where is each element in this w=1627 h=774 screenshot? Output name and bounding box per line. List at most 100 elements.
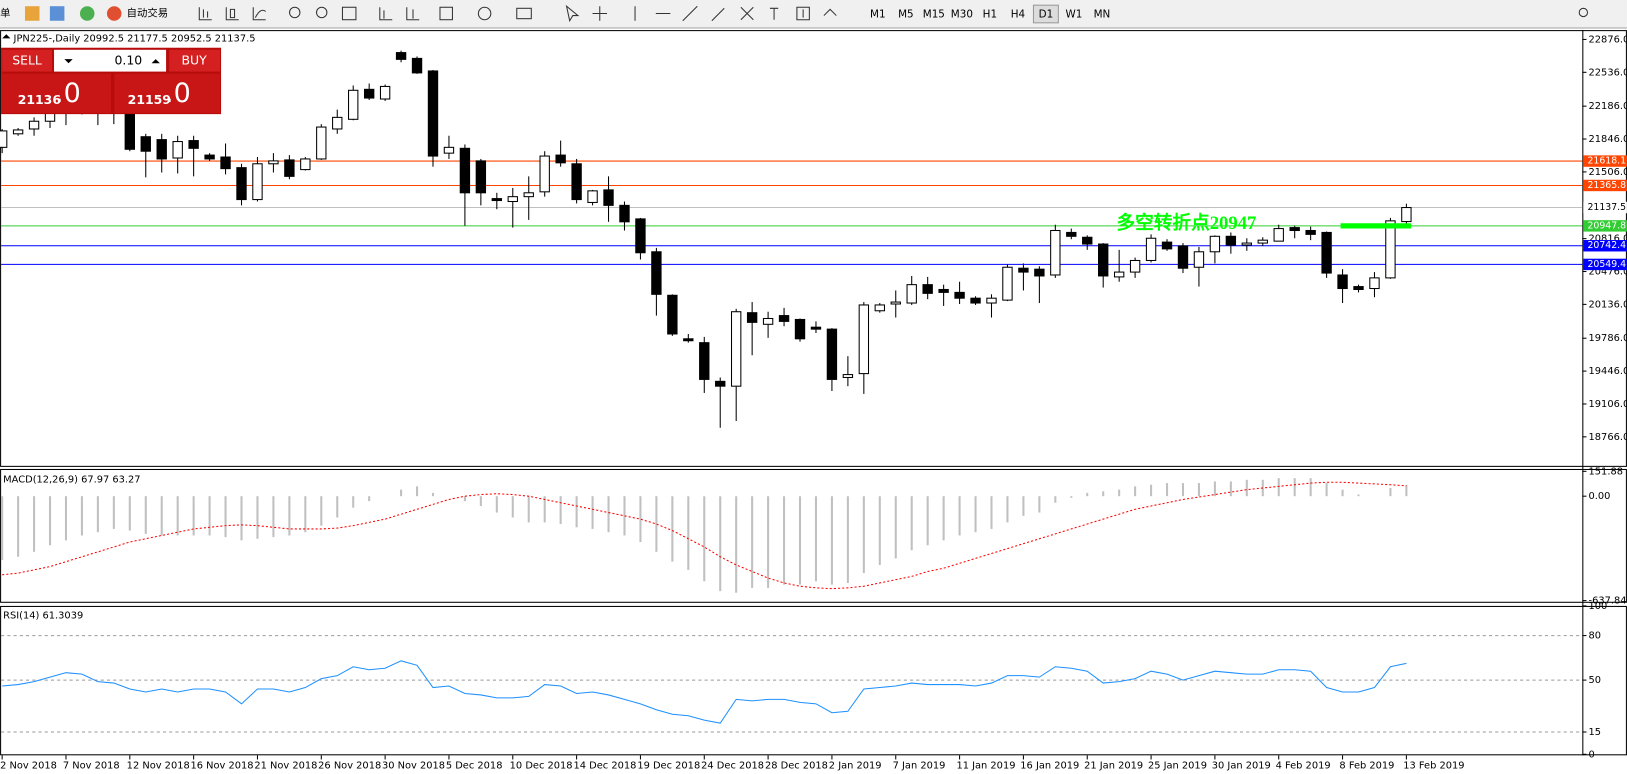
candle-body	[762, 317, 774, 325]
icon[interactable]	[79, 6, 95, 21]
candle-body	[1002, 266, 1013, 301]
timeframe[interactable]: W1	[1065, 9, 1082, 21]
timeframe[interactable]: M15	[923, 9, 945, 21]
icon[interactable]	[439, 6, 453, 21]
candle-body	[443, 146, 455, 154]
bid-box[interactable]	[2, 73, 112, 114]
candle-body	[172, 141, 183, 159]
candle-body	[842, 374, 854, 378]
icon[interactable]	[24, 6, 40, 21]
timeframe[interactable]: M30	[951, 9, 973, 21]
lot-input[interactable]	[54, 49, 167, 72]
icon[interactable]	[592, 6, 608, 21]
lot-up[interactable]	[151, 59, 160, 64]
ask-price[interactable]: 21159	[128, 92, 171, 107]
candle-body	[1353, 286, 1364, 291]
timeframe[interactable]: M5	[898, 9, 914, 21]
candle-body	[300, 158, 311, 171]
icon[interactable]	[106, 6, 122, 21]
icon[interactable]	[565, 4, 580, 23]
candle-body	[1305, 229, 1316, 235]
candle-body	[539, 155, 550, 193]
icon[interactable]	[49, 6, 65, 21]
x-tick-label: 7 Nov 2018	[63, 761, 120, 772]
candle-body	[587, 190, 598, 203]
icon[interactable]	[198, 7, 212, 21]
candle-body	[1337, 274, 1348, 290]
y-tick-label: 20476.0	[1589, 267, 1627, 278]
candle-body	[938, 288, 949, 293]
candle-body	[1321, 231, 1332, 274]
candle-body	[491, 198, 503, 202]
annotation: 多空转折点20947	[1116, 212, 1256, 234]
macd-title: MACD(12,26,9) 67.97 63.27	[3, 474, 140, 485]
toolbar-item[interactable]: 单	[0, 7, 10, 19]
y-tick-label: 19446.0	[1589, 366, 1627, 377]
candle-body	[699, 342, 710, 380]
candle-body	[954, 291, 965, 299]
candle-body	[1018, 267, 1029, 273]
sell-button[interactable]	[2, 49, 52, 72]
timeframe[interactable]: M1	[870, 9, 886, 21]
signal-line	[2, 481, 1407, 590]
icon[interactable]	[406, 7, 420, 21]
tool-icons	[198, 4, 1589, 23]
bid-price[interactable]: 21136	[18, 92, 61, 107]
candle-body	[156, 139, 167, 160]
lot-down[interactable]	[64, 59, 73, 64]
icon[interactable]	[379, 7, 393, 21]
level-label-bg	[1583, 155, 1627, 167]
candle-body	[284, 159, 295, 177]
level-label: 20742.4	[1588, 240, 1627, 251]
lot-value[interactable]: 0.10	[115, 53, 143, 68]
timeframe[interactable]: H4	[1011, 9, 1026, 21]
candle-body	[970, 297, 981, 304]
icon[interactable]	[341, 6, 357, 21]
icon[interactable]	[289, 6, 301, 19]
toolbar-item[interactable]: 自动交易	[127, 6, 168, 19]
x-tick-label: 30 Jan 2019	[1212, 761, 1271, 772]
y-tick-label: 151.88	[1589, 466, 1623, 477]
icon[interactable]	[225, 7, 239, 21]
candle-body	[603, 189, 614, 206]
bid-fraction[interactable]: .0	[55, 78, 81, 109]
candle-body	[1082, 236, 1093, 245]
timeframe[interactable]: D1	[1039, 9, 1054, 21]
icon[interactable]	[769, 6, 837, 21]
candle-body	[1050, 229, 1061, 276]
candle-body	[1066, 231, 1077, 237]
candle-body	[1161, 241, 1173, 250]
timeframe[interactable]: H1	[983, 9, 997, 21]
icon[interactable]	[740, 6, 754, 21]
toolbar-bg	[0, 0, 1627, 29]
candle-body	[348, 89, 359, 120]
ask-fraction[interactable]: .0	[165, 78, 191, 109]
candle-body	[906, 284, 917, 304]
icon[interactable]	[1578, 7, 1589, 18]
rsi-panel-frame	[0, 605, 1627, 756]
timeframe[interactable]: MN	[1094, 9, 1111, 21]
x-tick-label: 4 Feb 2019	[1276, 761, 1331, 772]
candle-body	[427, 70, 439, 157]
ask-box[interactable]	[114, 73, 221, 114]
buy-button[interactable]	[169, 49, 221, 72]
candle-body	[363, 88, 375, 99]
level-label: 20549.4	[1588, 259, 1627, 270]
y-tick-label: 50	[1589, 675, 1602, 686]
icon[interactable]	[252, 7, 267, 21]
icon[interactable]	[477, 6, 492, 21]
sell-label[interactable]: SELL	[12, 53, 42, 68]
icon[interactable]	[634, 5, 725, 22]
x-tick-label: 19 Dec 2018	[637, 761, 700, 772]
y-tick-label: 15	[1589, 727, 1602, 738]
buy-label[interactable]: BUY	[181, 53, 207, 68]
level-label: 21618.1	[1588, 156, 1627, 167]
icon[interactable]	[516, 7, 532, 20]
level-label: 21137.5	[1588, 202, 1627, 213]
candle-body	[379, 85, 391, 100]
y-tick-label: 21506.0	[1589, 167, 1627, 178]
collapse-icon	[2, 34, 11, 39]
x-tick-label: 2 Nov 2018	[0, 761, 57, 772]
icon[interactable]	[316, 6, 328, 19]
